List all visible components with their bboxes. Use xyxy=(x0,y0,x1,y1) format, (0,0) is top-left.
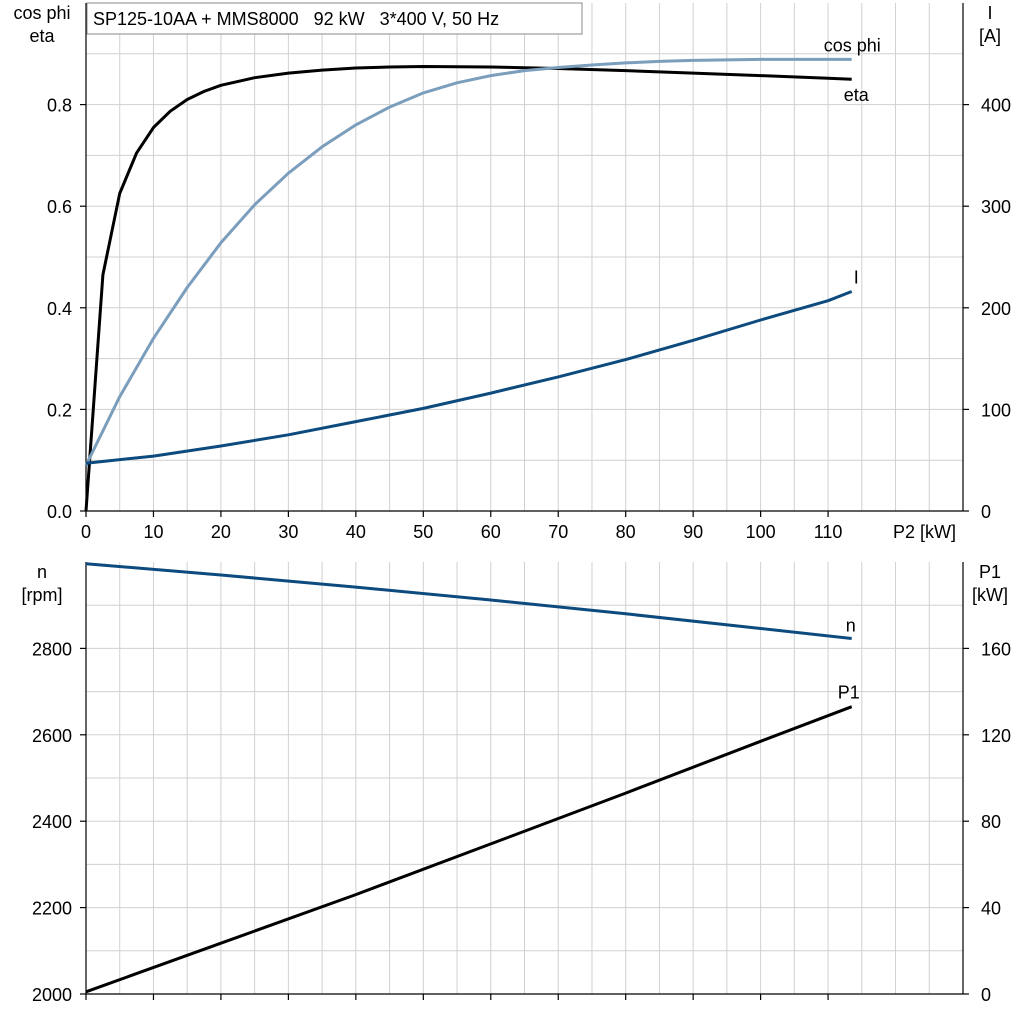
y-right-tick-label: 0 xyxy=(981,985,991,1005)
y-right-tick-label: 80 xyxy=(981,812,1001,832)
series-line-i xyxy=(85,290,853,465)
y-right-axis-title: [A] xyxy=(979,26,1001,46)
series-line-p1 xyxy=(85,705,853,994)
y-right-tick-label: 100 xyxy=(981,400,1011,420)
x-tick-label: 80 xyxy=(616,522,636,542)
y-left-tick-label: 0.0 xyxy=(47,502,72,522)
x-tick-label: 100 xyxy=(746,522,776,542)
y-left-tick-label: 2800 xyxy=(32,639,72,659)
y-right-tick-label: 120 xyxy=(981,726,1011,746)
y-right-tick-label: 300 xyxy=(981,197,1011,217)
y-left-tick-label: 0.8 xyxy=(47,96,72,116)
y-left-tick-label: 2200 xyxy=(32,899,72,919)
y-left-axis-title: [rpm] xyxy=(21,585,62,605)
y-left-axis-title: cos phi xyxy=(13,3,70,23)
x-tick-label: 110 xyxy=(814,522,843,542)
x-tick-label: 30 xyxy=(278,522,298,542)
y-right-axis-title: I xyxy=(987,3,992,23)
y-right-axis-title: P1 xyxy=(979,562,1001,582)
y-right-tick-label: 160 xyxy=(981,639,1011,659)
chart-title-box: SP125-10AA + MMS8000 92 kW 3*400 V, 50 H… xyxy=(86,2,583,35)
series-line-eta xyxy=(84,65,852,512)
series-label-n: n xyxy=(846,615,856,635)
chart-title-frame xyxy=(86,2,583,35)
x-tick-label: 90 xyxy=(683,522,703,542)
series-line-n xyxy=(85,562,852,640)
x-tick-label: 70 xyxy=(548,522,568,542)
x-tick-label: 20 xyxy=(211,522,231,542)
x-tick-label: 50 xyxy=(413,522,433,542)
chart-title: SP125-10AA + MMS8000 92 kW 3*400 V, 50 H… xyxy=(93,9,499,29)
y-left-tick-label: 2000 xyxy=(32,985,72,1005)
series-label-p1: P1 xyxy=(838,683,860,703)
y-left-axis-title: n xyxy=(37,562,47,582)
y-right-axis-title: [kW] xyxy=(972,585,1008,605)
series-label-i: I xyxy=(854,268,859,288)
y-left-tick-label: 0.2 xyxy=(47,400,72,420)
y-left-tick-label: 2600 xyxy=(32,726,72,746)
series-label-eta: eta xyxy=(844,85,870,105)
series-line-cos-phi xyxy=(84,57,852,466)
y-left-tick-label: 2400 xyxy=(32,812,72,832)
x-tick-label: 40 xyxy=(346,522,366,542)
y-left-tick-label: 0.6 xyxy=(47,197,72,217)
x-tick-label: 60 xyxy=(481,522,501,542)
x-axis-label: P2 [kW] xyxy=(893,522,956,542)
y-right-tick-label: 40 xyxy=(981,899,1001,919)
x-tick-label: 10 xyxy=(143,522,163,542)
y-left-axis-title: eta xyxy=(29,26,55,46)
y-right-tick-label: 200 xyxy=(981,299,1011,319)
x-tick-label: 0 xyxy=(81,522,91,542)
y-right-tick-label: 0 xyxy=(981,502,991,522)
series-label-cos-phi: cos phi xyxy=(824,35,881,55)
y-right-tick-label: 400 xyxy=(981,96,1011,116)
y-left-tick-label: 0.4 xyxy=(47,299,72,319)
